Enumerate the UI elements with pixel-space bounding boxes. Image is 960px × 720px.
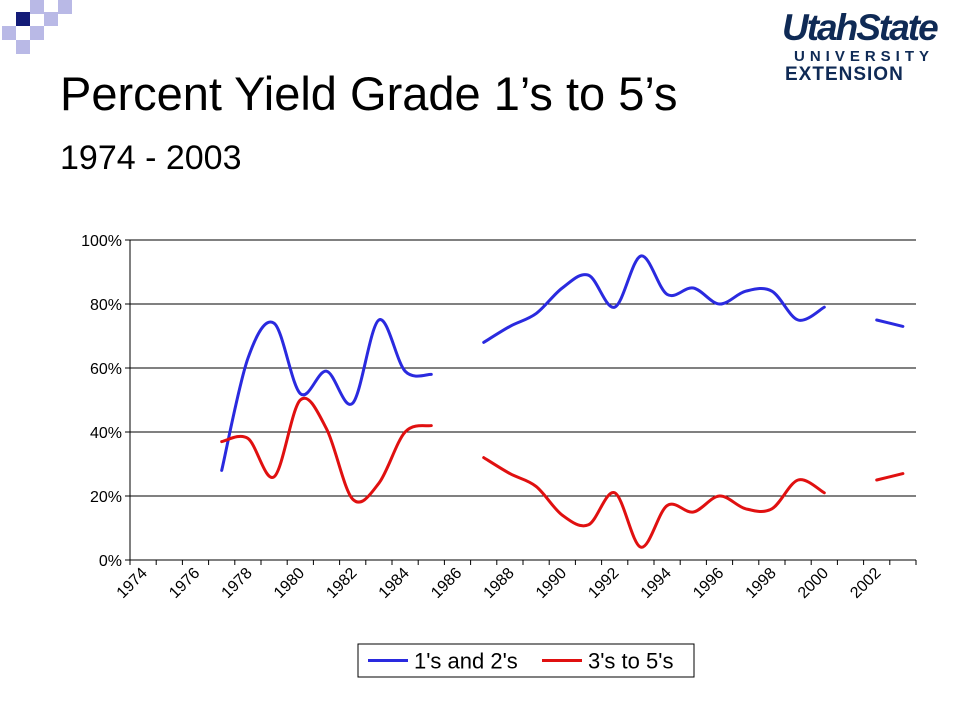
- y-tick-label: 60%: [90, 361, 122, 378]
- x-tick-label: 1994: [638, 565, 675, 602]
- y-tick-label: 20%: [90, 489, 122, 506]
- legend-box: [357, 643, 695, 678]
- x-tick-label: 1974: [114, 565, 151, 602]
- decorative-squares: [2, 0, 72, 54]
- x-tick-label: 1988: [481, 565, 518, 602]
- logo-text-university: UNIVERSITY: [794, 48, 935, 65]
- x-tick-label: 1978: [219, 565, 256, 602]
- x-tick-label: 1992: [585, 565, 622, 602]
- page-subtitle: 1974 - 2003: [60, 139, 242, 177]
- x-tick-label: 1986: [428, 565, 465, 602]
- y-tick-label: 0%: [99, 553, 122, 570]
- legend-label-1: 1's and 2's: [414, 649, 518, 674]
- page-title: Percent Yield Grade 1’s to 5’s: [60, 67, 678, 120]
- x-tick-label: 1984: [376, 565, 413, 602]
- logo-text-extension: EXTENSION: [785, 64, 904, 85]
- series-line-1: [875, 318, 905, 328]
- series-line-1: [220, 318, 433, 472]
- x-tick-label: 1996: [690, 565, 727, 602]
- x-tick-label: 1982: [323, 565, 360, 602]
- series-line-2: [220, 396, 433, 504]
- series-line-1: [482, 254, 826, 344]
- x-tick-label: 1976: [166, 565, 203, 602]
- x-tick-label: 1998: [743, 565, 780, 602]
- series-line-2: [875, 472, 905, 482]
- y-tick-label: 40%: [90, 425, 122, 442]
- x-tick-label: 2000: [795, 565, 832, 602]
- y-tick-label: 100%: [81, 233, 122, 250]
- series-line-2: [482, 456, 826, 549]
- x-tick-label: 2002: [847, 565, 884, 602]
- x-tick-label: 1990: [533, 565, 570, 602]
- x-tick-label: 1980: [271, 565, 308, 602]
- utah-state-extension-logo: UtahState UNIVERSITY EXTENSION: [782, 7, 950, 86]
- y-tick-label: 80%: [90, 297, 122, 314]
- legend-label-2: 3's to 5's: [588, 649, 673, 674]
- logo-text-utahstate: UtahState: [782, 7, 939, 48]
